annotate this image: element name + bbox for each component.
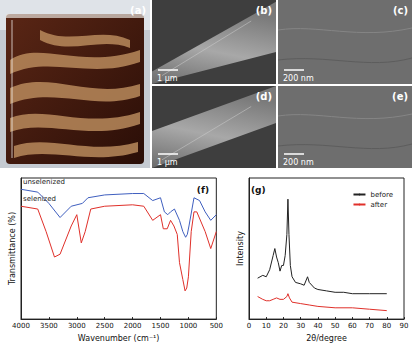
- svg-text:1000: 1000: [180, 322, 198, 330]
- svg-text:3000: 3000: [68, 322, 86, 330]
- svg-text:40: 40: [313, 322, 322, 330]
- svg-text:200 nm: 200 nm: [283, 158, 314, 167]
- svg-text:(f): (f): [197, 185, 209, 195]
- svg-text:70: 70: [365, 322, 374, 330]
- svg-text:unselenized: unselenized: [23, 178, 65, 186]
- svg-text:3500: 3500: [40, 322, 58, 330]
- svg-text:(d): (d): [256, 91, 272, 102]
- svg-text:0: 0: [247, 322, 251, 330]
- svg-text:2θ/degree: 2θ/degree: [306, 334, 347, 343]
- svg-text:80: 80: [382, 322, 391, 330]
- svg-text:20: 20: [279, 322, 288, 330]
- svg-text:60: 60: [348, 322, 357, 330]
- svg-text:(b): (b): [256, 5, 272, 16]
- svg-text:(a): (a): [130, 5, 146, 16]
- svg-text:(e): (e): [392, 91, 408, 102]
- svg-text:500: 500: [210, 322, 223, 330]
- svg-text:200 nm: 200 nm: [283, 74, 314, 83]
- svg-text:Intensity: Intensity: [236, 231, 245, 266]
- svg-text:50: 50: [331, 322, 340, 330]
- svg-text:1500: 1500: [152, 322, 170, 330]
- svg-text:selenized: selenized: [23, 195, 56, 203]
- svg-text:(c): (c): [393, 5, 408, 16]
- svg-text:1 μm: 1 μm: [157, 158, 178, 167]
- svg-text:4000: 4000: [12, 322, 30, 330]
- svg-text:before: before: [370, 191, 393, 199]
- svg-text:2500: 2500: [96, 322, 114, 330]
- svg-text:90: 90: [400, 322, 409, 330]
- svg-text:Transmittance (%): Transmittance (%): [8, 212, 17, 286]
- svg-text:(g): (g): [251, 185, 266, 195]
- svg-text:Wavenumber (cm⁻¹): Wavenumber (cm⁻¹): [78, 334, 160, 343]
- svg-text:30: 30: [296, 322, 305, 330]
- svg-text:2000: 2000: [124, 322, 142, 330]
- svg-text:10: 10: [262, 322, 271, 330]
- svg-text:after: after: [370, 201, 387, 209]
- svg-text:1 μm: 1 μm: [157, 74, 178, 83]
